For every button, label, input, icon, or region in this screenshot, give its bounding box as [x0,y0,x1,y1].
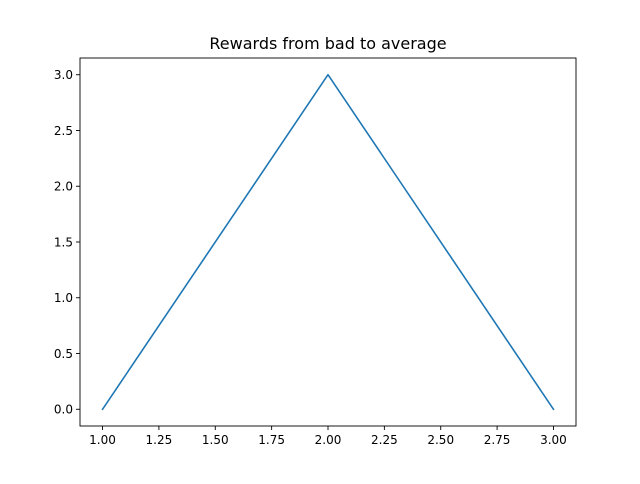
y-tick-label: 0.0 [54,403,73,417]
y-axis: 0.0 0.5 1.0 1.5 2.0 2.5 3.0 [54,68,80,417]
y-tick-label: 2.5 [54,124,73,138]
y-tick-label: 1.0 [54,291,73,305]
y-tick-label: 0.5 [54,347,73,361]
x-tick-label: 1.50 [202,433,229,447]
y-tick-label: 2.0 [54,180,73,194]
x-tick-label: 1.75 [258,433,285,447]
x-tick-label: 1.00 [89,433,116,447]
x-tick-label: 2.25 [371,433,398,447]
x-tick-label: 2.00 [315,433,342,447]
x-tick-label: 2.50 [427,433,454,447]
series-line-0 [101,73,555,411]
x-axis: 1.00 1.25 1.50 1.75 2.00 2.25 2.50 2.75 3.00 [89,426,567,447]
y-tick-label: 3.0 [54,68,73,82]
plot-frame [79,57,577,427]
chart-title: Rewards from bad to average [209,34,446,53]
x-tick-label: 3.00 [540,433,567,447]
x-tick-label: 1.25 [146,433,173,447]
x-tick-label: 2.75 [484,433,511,447]
plot-area [79,57,577,427]
y-tick-label: 1.5 [54,235,73,249]
